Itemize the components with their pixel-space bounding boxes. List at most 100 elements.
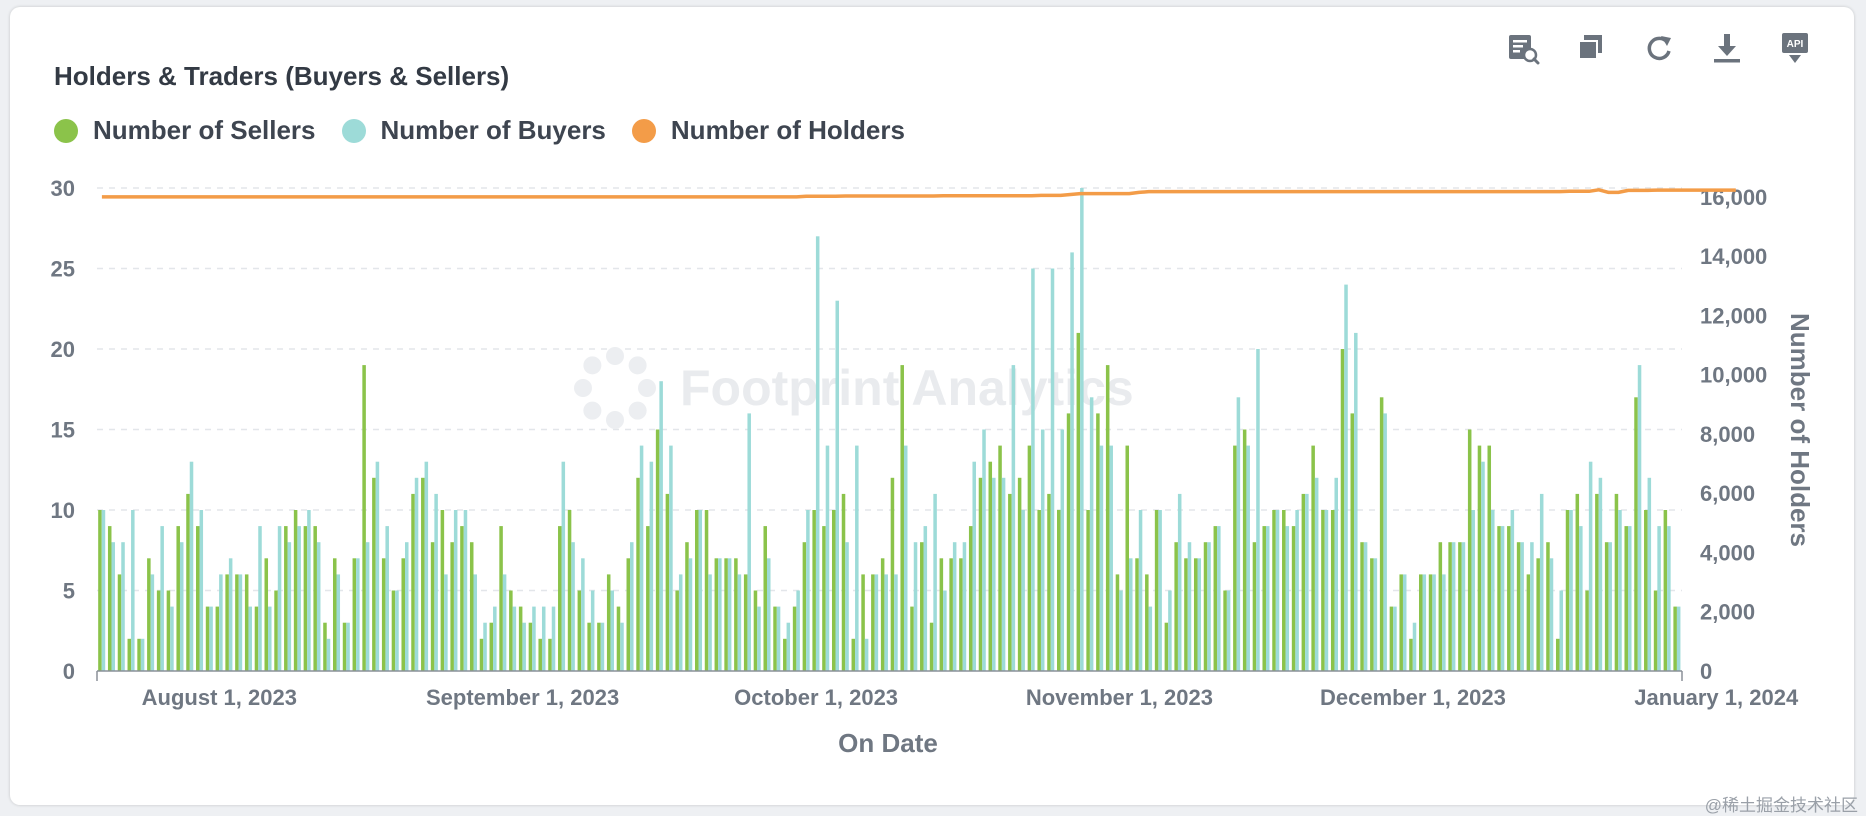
buyers-bar xyxy=(1256,349,1260,671)
y2-tick-label: 14,000 xyxy=(1700,244,1767,269)
sellers-bar xyxy=(1516,542,1521,671)
x-tick-label: October 1, 2023 xyxy=(734,685,898,710)
buyers-bar xyxy=(541,606,546,671)
buyers-bar xyxy=(1109,445,1113,671)
sellers-bar xyxy=(665,493,670,671)
sellers-bar xyxy=(1644,510,1648,671)
legend-item-buyers[interactable]: Number of Buyers xyxy=(341,115,606,146)
sellers-bar xyxy=(1448,542,1452,671)
sellers-bar xyxy=(372,477,376,671)
sellers-bar xyxy=(284,526,288,671)
sellers-bar xyxy=(1555,638,1560,671)
chart-card: Holders & Traders (Buyers & Sellers) Num… xyxy=(10,7,1854,805)
sellers-bar xyxy=(479,638,484,671)
y-tick-label: 20 xyxy=(51,337,75,362)
sellers-bar xyxy=(900,365,904,671)
sellers-bar xyxy=(323,622,327,671)
sellers-bar xyxy=(1154,510,1159,671)
buyers-bar xyxy=(463,510,468,671)
watermark-logo-petal xyxy=(638,379,656,397)
buyers-bar xyxy=(806,510,810,671)
buyers-bar xyxy=(326,638,331,671)
buyers-bar xyxy=(933,493,937,671)
buyers-bar xyxy=(1070,252,1074,671)
buyers-bar xyxy=(1569,510,1573,671)
buyers-bar xyxy=(845,542,849,671)
buyers-bar xyxy=(698,510,703,671)
sellers-bar xyxy=(98,510,102,671)
sellers-bar xyxy=(538,638,542,671)
buyers-bar xyxy=(1177,493,1182,671)
buyers-bar xyxy=(1412,622,1417,671)
buyers-bar xyxy=(1207,542,1211,671)
sellers-bar xyxy=(1105,365,1110,671)
y2-tick-label: 0 xyxy=(1700,659,1712,684)
buyers-bar xyxy=(1539,493,1544,671)
sellers-bar xyxy=(734,558,738,671)
buyers-bar xyxy=(590,590,595,671)
buyers-bar xyxy=(1168,590,1172,671)
sellers-bar xyxy=(1213,526,1218,671)
download-button[interactable] xyxy=(1708,29,1746,67)
legend-label-holders: Number of Holders xyxy=(670,115,905,145)
sellers-bar xyxy=(1507,526,1511,671)
sellers-bar xyxy=(636,477,640,671)
duplicate-button[interactable] xyxy=(1572,29,1610,67)
watermark-logo-petal xyxy=(583,401,602,420)
buyers-bar xyxy=(1050,268,1055,671)
sellers-bar xyxy=(1438,542,1443,671)
buyers-bar xyxy=(1549,558,1554,671)
holders-line xyxy=(101,188,1736,199)
sellers-bar xyxy=(646,526,650,671)
sellers-bar xyxy=(822,526,826,671)
buyers-bar xyxy=(913,542,918,671)
buyers-bar xyxy=(307,510,311,671)
buyers-bar xyxy=(952,542,957,671)
x-axis-title: On Date xyxy=(838,728,938,758)
buyers-bar xyxy=(1627,526,1632,671)
refresh-button[interactable] xyxy=(1640,29,1678,67)
sellers-bar xyxy=(1604,542,1609,671)
sellers-bar xyxy=(381,558,386,671)
sellers-bar xyxy=(792,606,797,671)
view-sql-button[interactable] xyxy=(1504,29,1542,67)
buyers-bar xyxy=(1344,284,1348,671)
buyers-bar xyxy=(1236,397,1241,671)
buyers-bar xyxy=(1295,510,1299,671)
sellers-bar xyxy=(1575,493,1580,671)
buyers-bar xyxy=(1461,542,1466,671)
sellers-bar xyxy=(166,590,171,671)
buyers-bar xyxy=(688,558,693,671)
sellers-bar xyxy=(851,638,856,671)
sellers-bar xyxy=(518,606,523,671)
buyers-bar xyxy=(434,493,438,671)
buyers-bar xyxy=(121,542,125,671)
sellers-bar xyxy=(1174,542,1178,671)
legend-item-sellers[interactable]: Number of Sellers xyxy=(54,115,316,146)
sellers-bar xyxy=(1282,510,1286,671)
sellers-bar xyxy=(1595,493,1599,671)
sellers-bar xyxy=(1125,445,1130,671)
buyers-bar xyxy=(1402,574,1407,671)
buyers-bar xyxy=(1647,477,1652,671)
sellers-bar xyxy=(1242,429,1247,671)
sellers-bar xyxy=(743,574,748,671)
sellers-bar xyxy=(440,510,445,671)
buyers-bar xyxy=(659,381,663,671)
sellers-bar xyxy=(1565,510,1570,671)
buyers-bar xyxy=(1148,606,1153,671)
legend-dot-holders xyxy=(631,118,656,143)
sellers-bar xyxy=(812,510,816,671)
legend-item-holders[interactable]: Number of Holders xyxy=(631,115,905,146)
sellers-bar xyxy=(1145,574,1149,671)
sellers-bar xyxy=(1135,558,1139,671)
api-button[interactable]: API xyxy=(1776,29,1814,67)
sellers-bar xyxy=(1203,542,1208,671)
sellers-bar xyxy=(421,477,425,671)
sellers-bar xyxy=(939,558,944,671)
y2-axis-title: Number of Holders xyxy=(1785,313,1815,547)
sellers-bar xyxy=(1340,349,1345,671)
sellers-bar xyxy=(401,558,405,671)
buyers-bar xyxy=(1559,590,1564,671)
